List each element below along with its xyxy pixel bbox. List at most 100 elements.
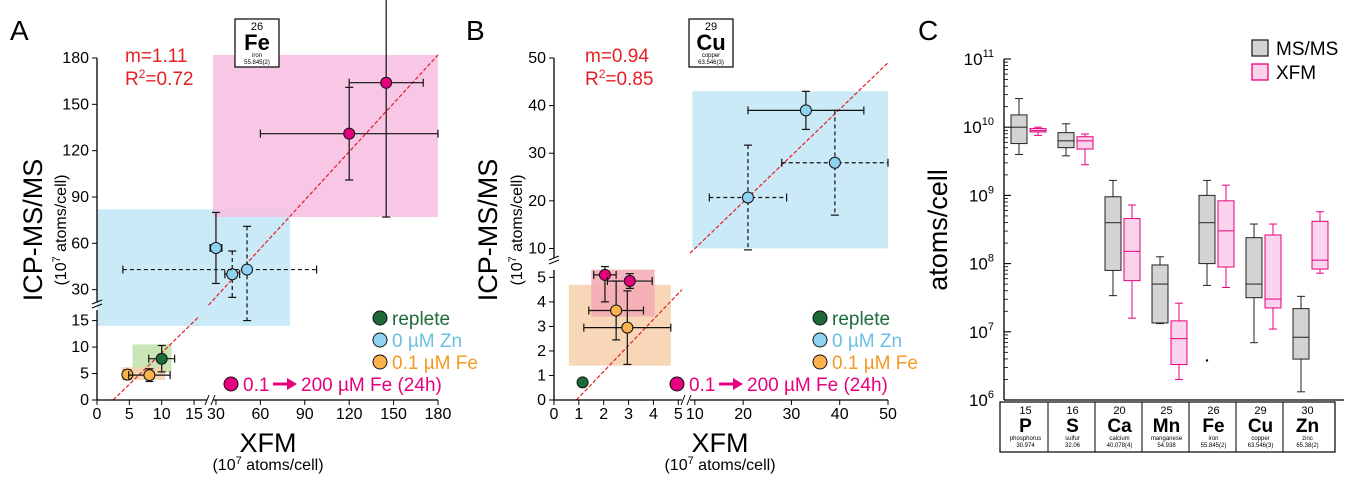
- box: [1217, 184, 1235, 288]
- y-tick-label: 120: [62, 143, 89, 160]
- y-tick-label: 15: [71, 313, 89, 330]
- data-point: [741, 191, 754, 204]
- y-tick-label: 20: [528, 193, 546, 210]
- x-tick-label: 30: [207, 406, 225, 423]
- legend-label-a: 0.1: [689, 375, 715, 396]
- x-tick-label: 10: [153, 406, 171, 423]
- x-tick-label: 60: [251, 406, 269, 423]
- element-name: zinc: [1302, 436, 1313, 442]
- y-tick-label: 3: [537, 318, 546, 335]
- element-name: copper: [1251, 436, 1269, 442]
- legend-marker: [372, 354, 388, 370]
- y-tick-label: 90: [71, 189, 89, 206]
- arrow-icon: [733, 378, 743, 390]
- tick-exp: 8: [988, 253, 994, 265]
- legend-label: replete: [832, 309, 890, 330]
- box-body: [1198, 194, 1216, 265]
- x-axis-title: XFM: [240, 428, 297, 458]
- element-mass: 30.974: [1016, 443, 1035, 449]
- element-mass: 55.845(2): [244, 60, 270, 66]
- box-body: [1245, 237, 1263, 299]
- axes: [91, 58, 438, 406]
- legend-label: 0.1 µM Fe: [832, 353, 918, 374]
- panel-C: 1061071081091010101115Pphosphorus30.9741…: [918, 15, 1344, 453]
- legend-marker: [372, 332, 388, 348]
- r2-label: R2=0.85: [585, 67, 654, 90]
- data-point: [598, 268, 611, 281]
- y-tick-label: 180: [62, 50, 89, 67]
- tick-base: 10: [969, 323, 988, 342]
- x-tick-label: 5: [674, 406, 683, 423]
- x-tick-label: 180: [425, 406, 452, 423]
- element-name: iron: [252, 53, 262, 59]
- element-mass: 55.845(2): [1201, 443, 1227, 449]
- data-point: [576, 376, 589, 389]
- error-bar: [122, 225, 318, 322]
- legend-swatch: [1251, 63, 1269, 81]
- legend-label: replete: [392, 309, 450, 330]
- legend-label: 0 µM Zn: [392, 331, 462, 352]
- y-tick-label: 107: [969, 321, 994, 342]
- element-name: calcium: [1109, 436, 1129, 442]
- legend-marker: [669, 376, 685, 392]
- data-point: [155, 352, 168, 365]
- element-number: 26: [251, 21, 263, 33]
- box-body: [1311, 220, 1329, 270]
- element-symbol: Cu: [1248, 416, 1273, 437]
- legend-marker: [812, 354, 828, 370]
- tick-exp: 6: [988, 389, 994, 401]
- y-axis-title: ICP-MS/MS: [18, 159, 48, 302]
- element-name: manganese: [1151, 436, 1183, 442]
- r2-value: =0.72: [145, 69, 193, 90]
- data-point: [209, 241, 222, 254]
- element-mass: 65.38(2): [1296, 443, 1318, 449]
- y-axis-title: atoms/cell: [923, 169, 953, 291]
- axis-titles: XFM(107 atoms/cell)ICP-MS/MS (107 atoms/c…: [18, 159, 324, 474]
- legend-label: 0 µM Zn: [832, 331, 902, 352]
- x-tick-label: 150: [380, 406, 407, 423]
- box-body: [1151, 264, 1169, 324]
- y-tick-label: 108: [969, 253, 994, 274]
- r2-exp: 2: [139, 67, 146, 81]
- x-tick-label: 2: [599, 406, 608, 423]
- y-tick-label: 30: [528, 145, 546, 162]
- data-point: [143, 369, 156, 382]
- x-tick-label: 50: [879, 406, 897, 423]
- y-axis-unit: (107 atoms/cell): [507, 174, 526, 285]
- y-tick-label: 0: [80, 392, 89, 409]
- element-number: 29: [1254, 405, 1266, 417]
- box-body: [1264, 234, 1282, 309]
- data-point: [226, 268, 239, 281]
- legend-label: 0.1 µM Fe: [392, 353, 478, 374]
- data-point: [343, 127, 356, 140]
- box-body: [1217, 200, 1235, 268]
- element-symbol: Cu: [696, 30, 725, 55]
- legend-marker: [223, 376, 239, 392]
- y-unit-pre: (10: [509, 262, 526, 285]
- element-number: 20: [1113, 405, 1125, 417]
- box: [1311, 211, 1329, 274]
- element-number: 25: [1160, 405, 1172, 417]
- range-box: [213, 54, 438, 218]
- box: [1104, 179, 1122, 297]
- x-tick-label: 15: [185, 406, 203, 423]
- box: [1076, 133, 1094, 166]
- y-tick-label: 2: [537, 343, 546, 360]
- element-tile-border: [234, 18, 280, 68]
- x-unit-exp: 7: [236, 455, 242, 467]
- x-tick-label: 3: [624, 406, 633, 423]
- data-point: [241, 263, 254, 276]
- y-tick-label: 50: [528, 50, 546, 67]
- panel-label: B: [466, 15, 485, 46]
- element-mass: 63.546(3): [698, 60, 724, 66]
- x-tick-label: 120: [336, 406, 363, 423]
- element-symbol: Zn: [1296, 416, 1319, 437]
- box: [1151, 256, 1169, 325]
- box: [1264, 223, 1282, 330]
